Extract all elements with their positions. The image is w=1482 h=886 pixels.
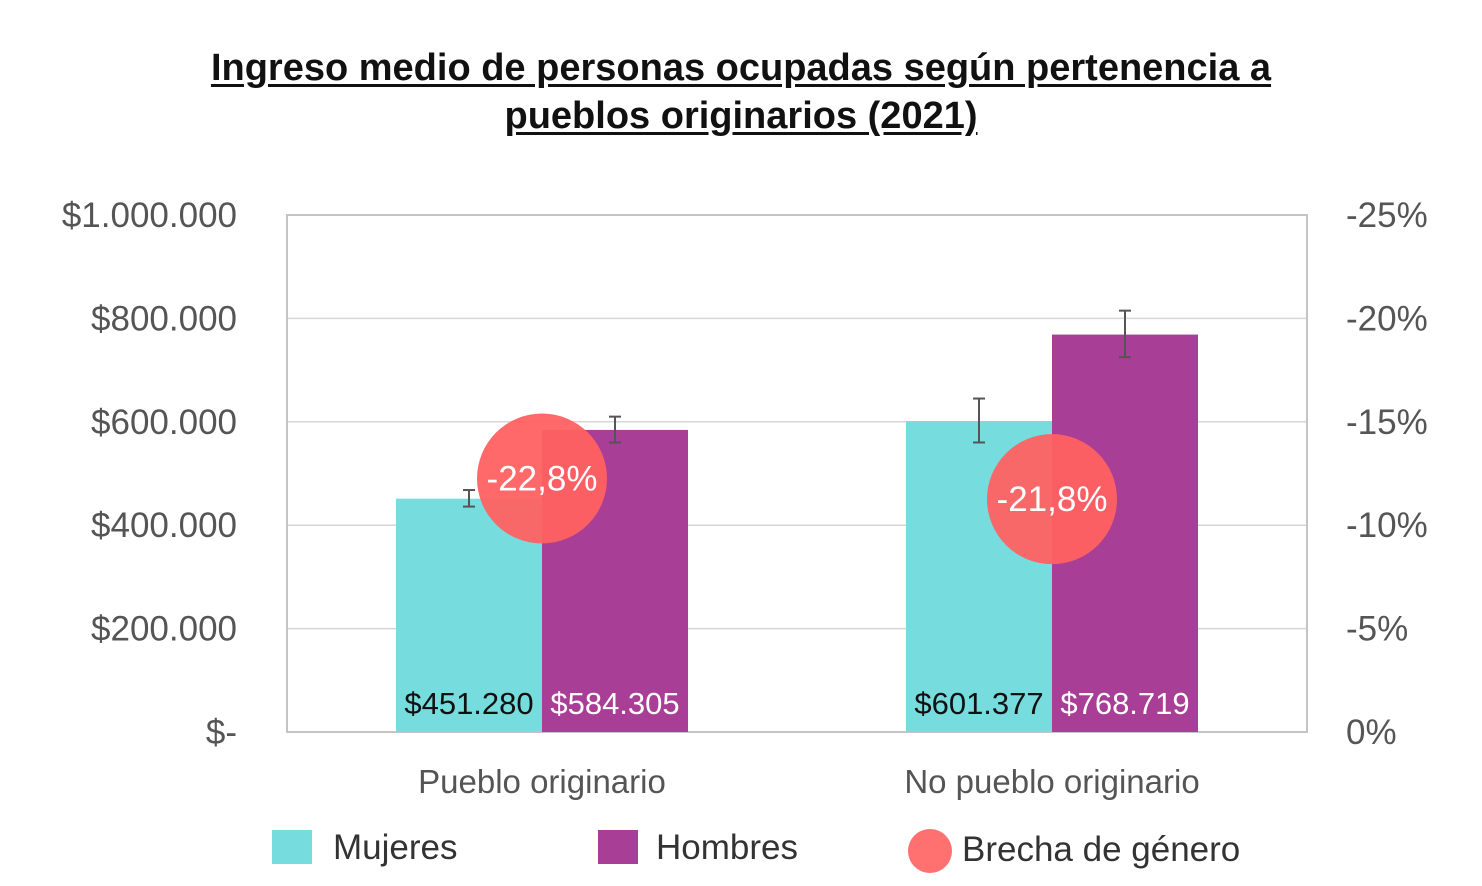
y-right-tick-label: -20% bbox=[1346, 299, 1428, 338]
legend-label-brecha: Brecha de género bbox=[962, 830, 1240, 869]
y-left-tick-label: $400.000 bbox=[91, 506, 237, 545]
legend-label-hombres: Hombres bbox=[656, 828, 798, 867]
data-label: $584.305 bbox=[550, 686, 679, 721]
y-left-tick-label: $200.000 bbox=[91, 610, 237, 649]
y-left-tick-label: $600.000 bbox=[91, 403, 237, 442]
gap-label: -21,8% bbox=[997, 480, 1108, 519]
y-right-tick-label: 0% bbox=[1346, 713, 1397, 752]
y-right-tick-label: -15% bbox=[1346, 403, 1428, 442]
data-label: $768.719 bbox=[1060, 686, 1189, 721]
chart-title-line-2: pueblos originarios (2021) bbox=[504, 95, 978, 137]
plot-area-border bbox=[286, 214, 1308, 733]
y-left-tick-label: $1.000.000 bbox=[62, 196, 237, 235]
y-right-tick-label: -10% bbox=[1346, 506, 1428, 545]
y-left-tick-label: $- bbox=[206, 713, 237, 752]
chart-title-line-1: Ingreso medio de personas ocupadas según… bbox=[210, 47, 1272, 89]
legend-swatch-brecha bbox=[908, 829, 952, 873]
chart-title: Ingreso medio de personas ocupadas según… bbox=[0, 44, 1482, 140]
legend-label-mujeres: Mujeres bbox=[333, 828, 457, 867]
y-right-tick-label: -5% bbox=[1346, 610, 1408, 649]
y-right-tick-label: -25% bbox=[1346, 196, 1428, 235]
x-tick-label: Pueblo originario bbox=[418, 763, 666, 800]
gap-bubble bbox=[477, 413, 607, 544]
x-tick-label: No pueblo originario bbox=[904, 763, 1199, 800]
legend-swatch-hombres bbox=[598, 830, 638, 864]
y-left-tick-label: $800.000 bbox=[91, 299, 237, 338]
data-label: $451.280 bbox=[404, 686, 533, 721]
gap-label: -22,8% bbox=[487, 459, 598, 498]
legend-swatch-mujeres bbox=[272, 830, 312, 864]
data-label: $601.377 bbox=[914, 686, 1043, 721]
gap-bubble bbox=[987, 434, 1117, 565]
